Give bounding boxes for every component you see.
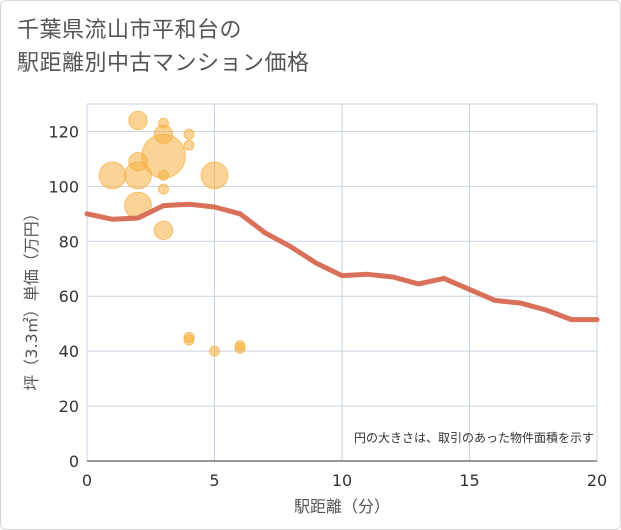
data-bubble bbox=[183, 128, 195, 140]
y-tick-label: 40 bbox=[59, 342, 79, 361]
x-axis-ticks: 0 5 10 15 20 bbox=[82, 471, 607, 490]
data-bubble bbox=[183, 334, 195, 346]
y-tick-label: 120 bbox=[48, 122, 79, 141]
y-axis-ticks: 0 20 40 60 80 100 120 bbox=[48, 122, 79, 471]
data-bubble bbox=[98, 161, 127, 190]
x-tick-label: 0 bbox=[82, 471, 92, 490]
data-bubble bbox=[158, 183, 169, 195]
x-tick-label: 15 bbox=[459, 471, 479, 490]
bubble-series bbox=[98, 110, 246, 357]
size-annotation: 円の大きさは、取引のあった物件面積を示す bbox=[354, 430, 594, 445]
x-tick-label: 20 bbox=[587, 471, 607, 490]
data-bubble bbox=[234, 342, 246, 354]
data-bubble bbox=[183, 139, 195, 151]
data-bubble bbox=[153, 220, 174, 241]
data-bubble bbox=[200, 161, 229, 190]
y-axis-title: 坪（3.3㎡）単価（万円） bbox=[22, 205, 41, 390]
y-tick-label: 20 bbox=[59, 397, 79, 416]
x-tick-label: 5 bbox=[209, 471, 219, 490]
x-tick-label: 10 bbox=[332, 471, 352, 490]
data-bubble bbox=[128, 110, 148, 131]
y-tick-label: 60 bbox=[59, 287, 79, 306]
data-bubble bbox=[158, 169, 169, 181]
chart-title-line-2: 駅距離別中古マンション価格 bbox=[17, 51, 310, 76]
trend-line bbox=[84, 201, 600, 323]
x-axis-title: 駅距離（分） bbox=[294, 497, 390, 516]
y-tick-label: 80 bbox=[59, 232, 79, 251]
data-bubble bbox=[209, 345, 220, 357]
y-tick-label: 0 bbox=[69, 452, 79, 471]
grid-lines bbox=[87, 104, 597, 461]
data-bubble bbox=[128, 151, 148, 172]
chart-title-line-1: 千葉県流山市平和台の bbox=[17, 18, 243, 43]
y-tick-label: 100 bbox=[48, 177, 79, 196]
chart-title: 千葉県流山市平和台の 駅距離別中古マンション価格 bbox=[17, 14, 310, 80]
data-bubble bbox=[158, 117, 169, 129]
